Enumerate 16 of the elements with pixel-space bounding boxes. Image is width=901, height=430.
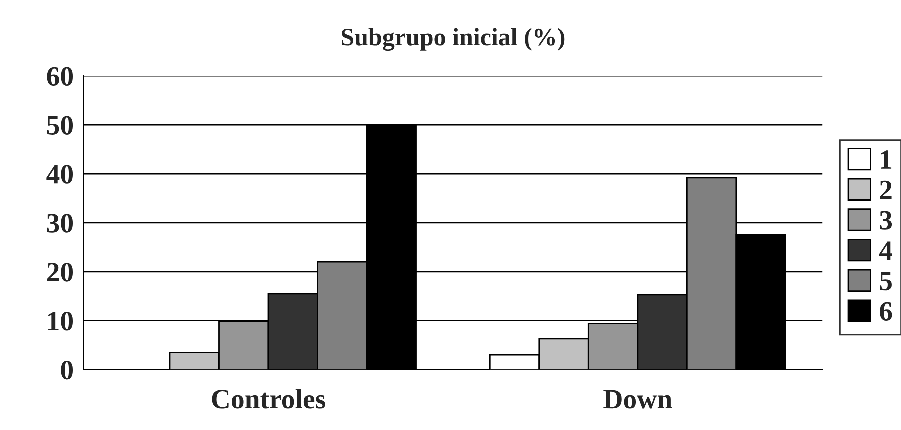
x-tick-label: Down [604,390,672,409]
legend-label: 6 [880,302,892,321]
y-tick-label: 10 [48,312,74,331]
y-tick-label: 0 [61,360,74,380]
legend-label: 4 [879,242,892,260]
chart-title: Subgrupo inicial (%) [342,28,565,52]
legend-label: 3 [880,211,892,230]
y-tick-label: 40 [46,165,74,184]
y-tick-label: 30 [47,214,74,233]
legend-label: 2 [880,180,892,200]
y-tick-label: 50 [47,116,74,135]
legend-label: 1 [881,150,892,169]
x-tick-label: Controles [212,389,326,409]
legend-label: 5 [880,272,892,291]
y-tick-label: 60 [47,67,74,86]
y-tick-label: 20 [47,263,74,282]
